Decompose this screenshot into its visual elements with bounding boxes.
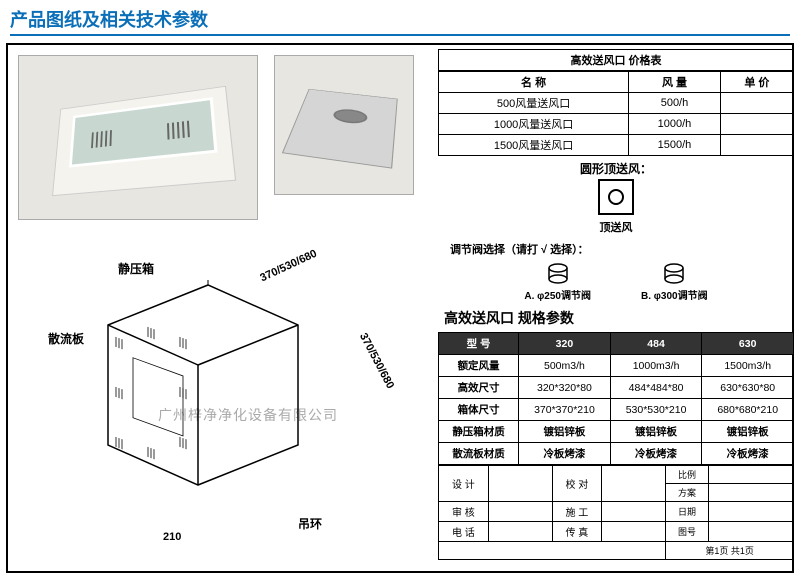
dim-depth: 210: [163, 531, 181, 543]
dim-height: 370/530/680: [357, 331, 396, 391]
spec-table: 型 号 320 484 630 额定风量500m3/h1000m3/h1500m…: [438, 332, 794, 465]
drawing-frame: 静压箱 370/530/680 散流板 370/530/680 210 吊环 广…: [6, 43, 794, 573]
price-table: 高效送风口 价格表 名 称 风 量 单 价 500风量送风口500/h 1000…: [438, 49, 794, 156]
label-diaohuan: 吊环: [298, 515, 322, 532]
circ-title: 圆形顶送风：: [438, 160, 794, 177]
circ-sub: 顶送风: [438, 219, 794, 235]
price-table-title: 高效送风口 价格表: [439, 50, 794, 72]
photo-area: [14, 51, 424, 241]
label-sanliu: 散流板: [48, 330, 84, 347]
table-row: 500风量送风口500/h: [439, 93, 794, 114]
circ-icon: [598, 179, 634, 215]
title-divider: [10, 34, 790, 36]
price-th-2: 单 价: [720, 71, 793, 93]
valve-option-b: B. φ300调节阀: [641, 261, 708, 302]
table-row: 箱体尺寸370*370*210530*530*210680*680*210: [439, 399, 794, 421]
table-row: 1000风量送风口1000/h: [439, 114, 794, 135]
product-photo-2: [274, 55, 414, 195]
circ-diagram: [438, 179, 794, 215]
technical-diagram: 静压箱 370/530/680 散流板 370/530/680 210 吊环 广…: [28, 245, 428, 565]
valve-icons: A. φ250调节阀 B. φ300调节阀: [438, 261, 794, 302]
iso-box-drawing: [98, 275, 308, 490]
table-row: 高效尺寸320*320*80484*484*80630*630*80: [439, 377, 794, 399]
table-row: 额定风量500m3/h1000m3/h1500m3/h: [439, 355, 794, 377]
price-th-1: 风 量: [629, 71, 721, 93]
spec-title: 高效送风口 规格参数: [444, 308, 794, 328]
valve-select-label: 调节阀选择（请打 √ 选择）：: [438, 241, 794, 257]
valve-option-a: A. φ250调节阀: [524, 261, 591, 302]
product-photo-1: [18, 55, 258, 220]
table-row: 散流板材质冷板烤漆冷板烤漆冷板烤漆: [439, 443, 794, 465]
right-panel: 高效送风口 价格表 名 称 风 量 单 价 500风量送风口500/h 1000…: [438, 49, 794, 569]
table-row: 1500风量送风口1500/h: [439, 135, 794, 156]
page-title: 产品图纸及相关技术参数: [10, 6, 790, 32]
table-row: 静压箱材质镀铝锌板镀铝锌板镀铝锌板: [439, 421, 794, 443]
price-th-0: 名 称: [439, 71, 629, 93]
title-block: 设 计 校 对 比例 方案 审 核 施 工 日期 电 话 传 真 图号: [438, 465, 794, 560]
page-header: 产品图纸及相关技术参数: [0, 0, 800, 39]
